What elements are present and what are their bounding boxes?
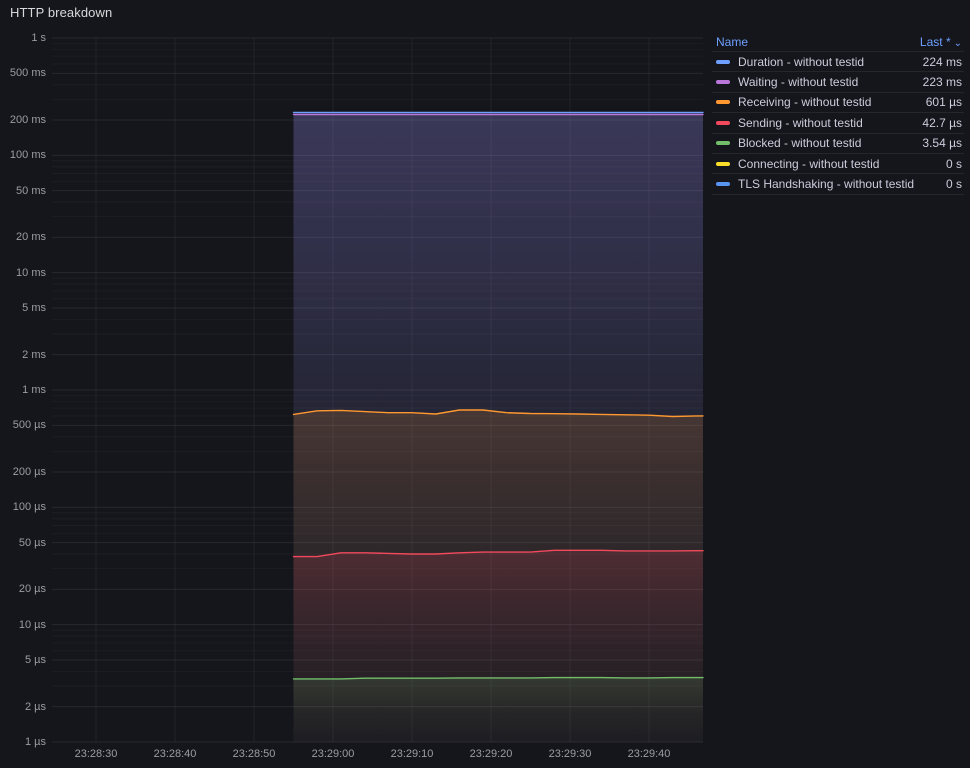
y-tick-label: 50 µs xyxy=(18,536,46,549)
legend-row[interactable]: TLS Handshaking - without testid 0 s xyxy=(712,173,964,193)
series-last-value: 42.7 µs xyxy=(922,115,962,130)
panel-title[interactable]: HTTP breakdown xyxy=(10,5,113,20)
legend-row[interactable]: Sending - without testid 42.7 µs xyxy=(712,112,964,132)
legend-row[interactable]: Receiving - without testid 601 µs xyxy=(712,91,964,112)
series-color-marker-icon xyxy=(716,59,730,64)
series-color-marker-icon xyxy=(716,141,730,146)
series-line xyxy=(292,409,704,418)
series-color-marker-icon xyxy=(716,161,730,166)
x-tick-label: 23:28:40 xyxy=(153,748,197,760)
series-last-value: 0 s xyxy=(945,177,962,192)
legend-sort-last[interactable]: Last * ⌄ xyxy=(920,35,962,49)
y-tick-label: 500 ms xyxy=(9,67,46,80)
y-tick-label: 2 µs xyxy=(24,700,46,713)
x-tick-label: 23:29:00 xyxy=(311,748,355,760)
legend-sort-name[interactable]: Name xyxy=(716,34,749,49)
x-tick-label: 23:28:50 xyxy=(232,748,276,760)
legend-sort-last-label: Last * xyxy=(919,34,951,49)
series-line xyxy=(292,676,704,680)
y-tick-label: 50 ms xyxy=(16,184,46,197)
y-tick-label: 1 µs xyxy=(24,736,46,748)
x-tick-label: 23:29:10 xyxy=(390,748,434,760)
series-label: Duration - without testid xyxy=(738,54,865,69)
x-tick-label: 23:29:30 xyxy=(548,748,592,760)
series-color-marker-icon xyxy=(716,80,730,85)
legend-header: Name Last * ⌄ xyxy=(712,32,964,51)
y-tick-label: 5 ms xyxy=(22,301,46,314)
series-label: Receiving - without testid xyxy=(738,95,872,110)
x-axis: 23:28:30 23:28:40 23:28:50 23:29:00 23:29:10… xyxy=(0,748,970,764)
chevron-down-icon: ⌄ xyxy=(953,37,962,49)
legend-rows: Duration - without testid 224 ms Waiting -… xyxy=(712,51,964,195)
legend-row[interactable]: Connecting - without testid 0 s xyxy=(712,152,964,173)
series-color-marker-icon xyxy=(716,100,730,105)
x-tick-label: 23:29:20 xyxy=(469,748,513,760)
y-tick-label: 1 ms xyxy=(22,384,46,396)
series-label: Sending - without testid xyxy=(738,115,863,130)
x-tick-label: 23:28:30 xyxy=(74,748,118,760)
x-tick-label: 23:29:40 xyxy=(627,748,671,760)
y-tick-label: 100 µs xyxy=(12,501,46,514)
plot-area[interactable] xyxy=(52,38,703,742)
series-line xyxy=(292,549,704,558)
y-tick-label: 10 ms xyxy=(16,266,46,279)
legend-row[interactable]: Blocked - without testid 3.54 µs xyxy=(712,132,964,153)
series-label: TLS Handshaking - without testid xyxy=(738,177,915,192)
series-color-marker-icon xyxy=(716,182,730,187)
legend-table: Name Last * ⌄ Duration - without testid 22… xyxy=(712,32,970,195)
series-last-value: 601 µs xyxy=(925,95,962,110)
y-tick-label: 1 s xyxy=(31,32,46,44)
series-color-marker-icon xyxy=(716,120,730,125)
series-last-value: 3.54 µs xyxy=(922,136,962,151)
y-tick-label: 5 µs xyxy=(24,653,46,666)
y-axis: 1 s 500 ms 200 ms 100 ms 50 ms 20 ms 10 ms 5 ms… xyxy=(0,0,46,768)
y-tick-label: 500 µs xyxy=(12,419,46,432)
y-tick-label: 200 ms xyxy=(9,114,46,126)
series-label: Waiting - without testid xyxy=(738,75,859,90)
y-tick-label: 100 ms xyxy=(9,149,46,162)
series-label: Blocked - without testid xyxy=(738,136,862,151)
y-tick-label: 20 ms xyxy=(16,231,46,244)
y-tick-label: 20 µs xyxy=(18,583,46,596)
y-tick-label: 2 ms xyxy=(22,348,46,361)
legend-row[interactable]: Duration - without testid 224 ms xyxy=(712,51,964,71)
y-tick-label: 200 µs xyxy=(12,466,46,478)
legend-row[interactable]: Waiting - without testid 223 ms xyxy=(712,71,964,91)
series-last-value: 224 ms xyxy=(922,54,962,69)
series-area xyxy=(293,677,703,742)
series-label: Connecting - without testid xyxy=(738,156,880,171)
series-last-value: 0 s xyxy=(945,156,962,171)
series-last-value: 223 ms xyxy=(922,75,962,90)
y-tick-label: 10 µs xyxy=(18,618,46,631)
